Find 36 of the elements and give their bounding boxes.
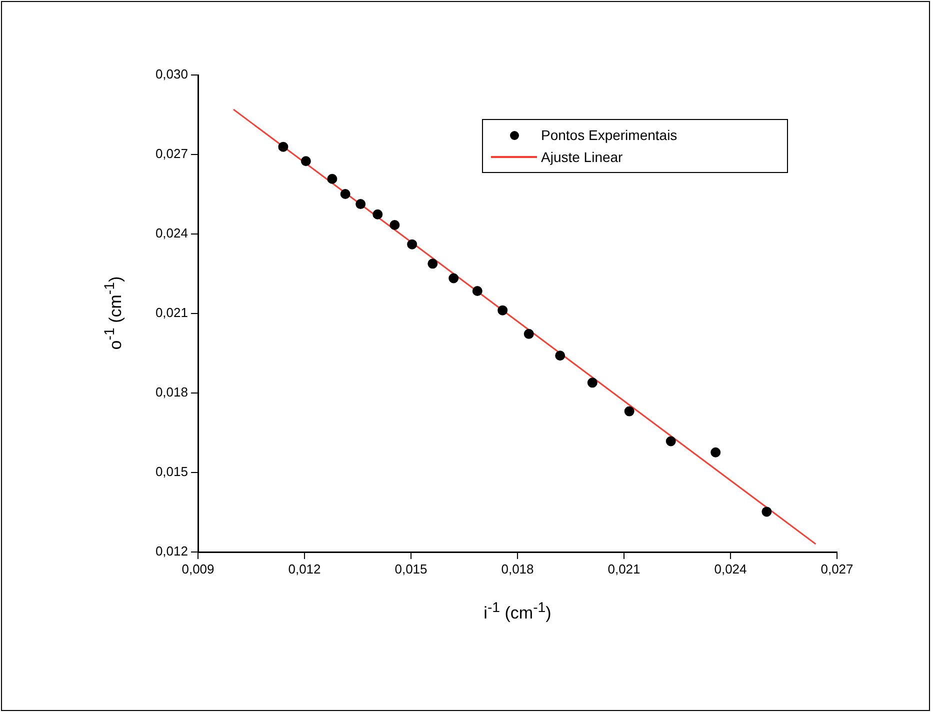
point bbox=[372, 209, 383, 220]
x-tick-label: 0,021 bbox=[608, 561, 640, 576]
legend-label: Pontos Experimentais bbox=[541, 127, 678, 143]
point bbox=[278, 142, 288, 152]
point bbox=[448, 273, 459, 284]
point bbox=[710, 447, 721, 458]
y-tick-label: 0,024 bbox=[155, 226, 188, 241]
point bbox=[300, 156, 311, 166]
point bbox=[762, 506, 772, 517]
point bbox=[624, 406, 634, 416]
x-tick-label: 0,018 bbox=[501, 561, 534, 576]
point bbox=[390, 220, 400, 230]
x-tick-label: 0,024 bbox=[714, 561, 747, 576]
x-tick-label: 0,012 bbox=[288, 561, 321, 576]
y-tick-label: 0,015 bbox=[155, 464, 188, 480]
x-tick-label: 0,009 bbox=[182, 561, 214, 576]
y-tick-label: 0,030 bbox=[155, 66, 188, 82]
point bbox=[340, 188, 350, 199]
y-tick-label: 0,012 bbox=[155, 544, 188, 559]
point bbox=[587, 378, 598, 388]
point bbox=[428, 258, 438, 269]
point bbox=[666, 436, 676, 446]
y-tick-label: 0,027 bbox=[155, 146, 188, 162]
point bbox=[407, 239, 418, 250]
point bbox=[356, 199, 366, 210]
point bbox=[498, 305, 508, 316]
point bbox=[555, 350, 566, 361]
point bbox=[472, 286, 482, 296]
y-tick-label: 0,018 bbox=[155, 384, 188, 400]
x-axis-title: i$^{-1}$ (cm$^{-1}$) bbox=[482, 600, 552, 624]
point bbox=[327, 174, 338, 184]
y-tick-label: 0,021 bbox=[155, 305, 188, 320]
x-tick-label: 0,015 bbox=[394, 561, 428, 576]
x-tick-label: 0,027 bbox=[820, 561, 854, 576]
point bbox=[524, 328, 534, 339]
legend-label: Ajuste Linear bbox=[541, 149, 623, 165]
